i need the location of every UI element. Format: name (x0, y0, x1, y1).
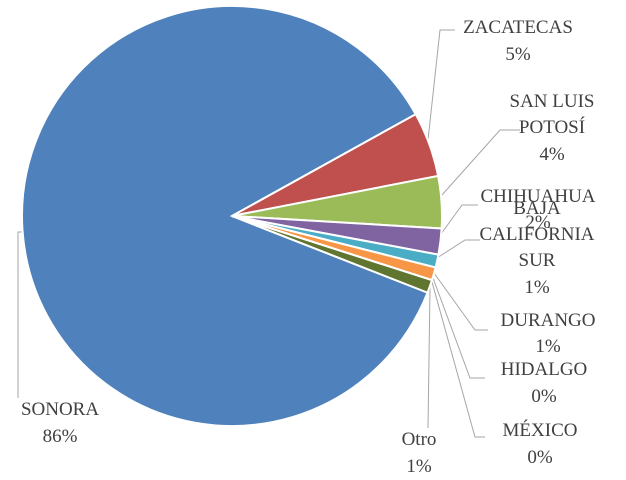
slices (21, 5, 443, 427)
value-label: 5% (505, 44, 531, 65)
leader-line (17, 231, 22, 398)
category-label: SAN LUIS POTOSÍ (509, 91, 595, 138)
leader-line (427, 287, 431, 429)
pie-slice (231, 215, 434, 294)
value-label: 1% (535, 336, 561, 357)
category-label: BAJA CALIFORNIA SUR (479, 198, 595, 271)
category-label: SONORA (20, 399, 100, 420)
leader-line (440, 204, 478, 235)
leader-line (441, 129, 520, 196)
leader-lines (17, 29, 520, 438)
value-label: 2% (525, 212, 551, 233)
value-label: 1% (524, 277, 550, 298)
leader-line (431, 281, 485, 438)
category-label: MÉXICO (502, 420, 578, 441)
category-label: Otro (401, 429, 437, 450)
value-label: 4% (539, 144, 565, 165)
category-label: ZACATECAS (463, 17, 573, 38)
category-label: CHIHUAHUA (480, 186, 596, 207)
leader-line (427, 29, 455, 141)
leader-line (436, 239, 480, 259)
leader-line (432, 277, 485, 379)
value-label: 86% (42, 426, 78, 447)
value-label: 0% (527, 447, 553, 468)
leader-line (433, 272, 488, 331)
value-label: 0% (531, 386, 557, 407)
pie-slice (21, 5, 429, 427)
category-label: DURANGO (500, 310, 596, 331)
category-label: HIDALGO (500, 359, 588, 380)
value-label: 1% (406, 456, 432, 477)
